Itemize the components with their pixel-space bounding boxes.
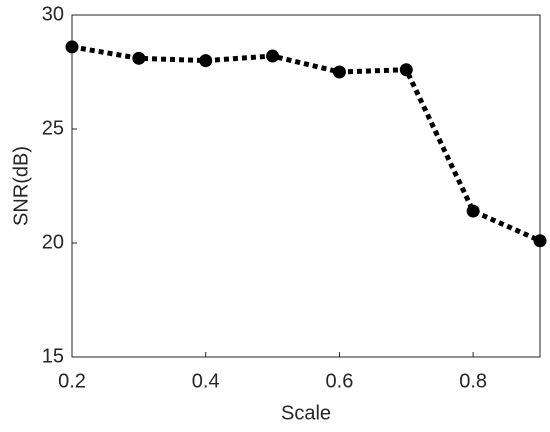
y-tick-label: 15 — [42, 345, 64, 367]
y-tick-label: 25 — [42, 117, 64, 139]
x-tick-label: 0.4 — [192, 370, 220, 392]
data-point — [466, 204, 480, 218]
data-point — [399, 63, 413, 77]
y-axis-label: SNR(dB) — [10, 146, 32, 226]
data-point — [533, 234, 547, 248]
x-tick-label: 0.8 — [459, 370, 487, 392]
x-tick-label: 0.2 — [58, 370, 86, 392]
x-axis-label: Scale — [281, 402, 331, 424]
y-tick-label: 20 — [42, 231, 64, 253]
data-line — [71, 44, 542, 244]
data-point — [199, 54, 213, 68]
data-point — [266, 49, 280, 63]
data-point — [332, 65, 346, 79]
y-tick-label: 30 — [42, 3, 64, 25]
data-point — [65, 40, 79, 54]
plot-area — [71, 14, 541, 358]
data-point — [132, 51, 146, 65]
x-tick-label: 0.6 — [326, 370, 354, 392]
